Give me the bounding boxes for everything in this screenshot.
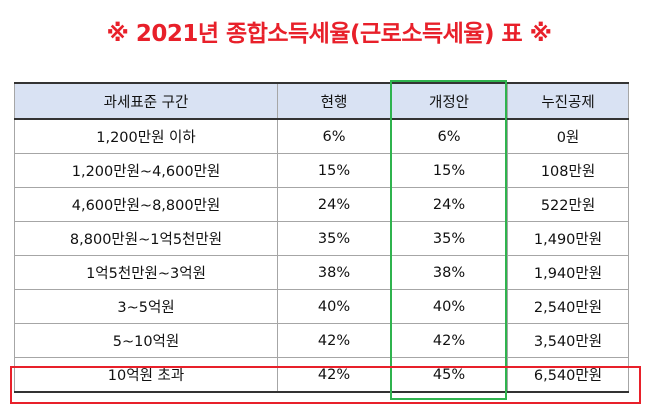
cell-current-rate: 40% xyxy=(277,289,391,324)
cell-revised-rate: 45% xyxy=(390,357,508,393)
cell-revised-rate: 42% xyxy=(390,323,508,358)
header-current: 현행 xyxy=(277,82,391,120)
cell-revised-rate: 15% xyxy=(390,153,508,188)
table-row: 4,600만원~8,800만원 24% 24% 522만원 xyxy=(14,187,629,222)
table-row: 10억원 초과 42% 45% 6,540만원 xyxy=(14,357,629,393)
table-row: 1억5천만원~3억원 38% 38% 1,940만원 xyxy=(14,255,629,290)
cell-deduction: 1,490만원 xyxy=(507,221,629,256)
table-row: 8,800만원~1억5천만원 35% 35% 1,490만원 xyxy=(14,221,629,256)
cell-current-rate: 15% xyxy=(277,153,391,188)
cell-revised-rate: 24% xyxy=(390,187,508,222)
cell-current-rate: 38% xyxy=(277,255,391,290)
cell-deduction: 108만원 xyxy=(507,153,629,188)
table-row: 3~5억원 40% 40% 2,540만원 xyxy=(14,289,629,324)
table-row: 5~10억원 42% 42% 3,540만원 xyxy=(14,323,629,358)
cell-revised-rate: 38% xyxy=(390,255,508,290)
cell-deduction: 522만원 xyxy=(507,187,629,222)
cell-bracket: 1,200만원 이하 xyxy=(14,118,278,154)
table-row: 1,200만원~4,600만원 15% 15% 108만원 xyxy=(14,153,629,188)
table-row: 1,200만원 이하 6% 6% 0원 xyxy=(14,118,629,154)
cell-bracket: 10억원 초과 xyxy=(14,357,278,393)
cell-revised-rate: 40% xyxy=(390,289,508,324)
cell-bracket: 1,200만원~4,600만원 xyxy=(14,153,278,188)
cell-deduction: 2,540만원 xyxy=(507,289,629,324)
cell-current-rate: 6% xyxy=(277,118,391,154)
header-revised: 개정안 xyxy=(390,82,508,120)
cell-deduction: 1,940만원 xyxy=(507,255,629,290)
cell-bracket: 3~5억원 xyxy=(14,289,278,324)
cell-revised-rate: 6% xyxy=(390,118,508,154)
page-title: ※ 2021년 종합소득세율(근로소득세율) 표 ※ xyxy=(106,21,552,47)
cell-bracket: 5~10억원 xyxy=(14,323,278,358)
cell-current-rate: 42% xyxy=(277,357,391,393)
cell-bracket: 1억5천만원~3억원 xyxy=(14,255,278,290)
cell-deduction: 0원 xyxy=(507,118,629,154)
cell-deduction: 6,540만원 xyxy=(507,357,629,393)
cell-bracket: 8,800만원~1억5천만원 xyxy=(14,221,278,256)
cell-deduction: 3,540만원 xyxy=(507,323,629,358)
table-header-row: 과세표준 구간 현행 개정안 누진공제 xyxy=(14,82,629,120)
cell-current-rate: 35% xyxy=(277,221,391,256)
cell-current-rate: 42% xyxy=(277,323,391,358)
header-bracket: 과세표준 구간 xyxy=(14,82,278,120)
cell-current-rate: 24% xyxy=(277,187,391,222)
cell-bracket: 4,600만원~8,800만원 xyxy=(14,187,278,222)
header-deduction: 누진공제 xyxy=(507,82,629,120)
cell-revised-rate: 35% xyxy=(390,221,508,256)
tax-rate-table: 과세표준 구간 현행 개정안 누진공제 1,200만원 이하 6% 6% 0원 1,20… xyxy=(14,82,629,393)
